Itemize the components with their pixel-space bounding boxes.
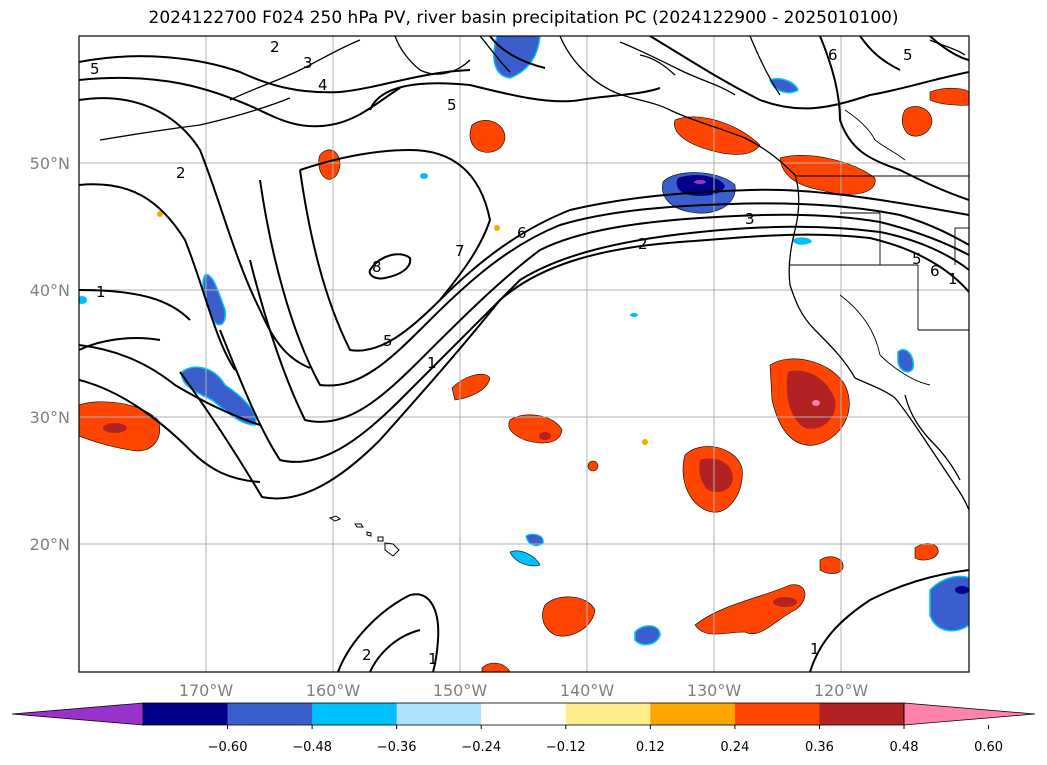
precip-positive-blob bbox=[481, 662, 511, 672]
pv-contours bbox=[79, 36, 969, 672]
lon-label-170w: 170°W bbox=[179, 681, 234, 700]
colorbar-tick-label: 0.60 bbox=[974, 740, 1003, 755]
contour-label: 5 bbox=[90, 60, 100, 78]
precip-negative-blob bbox=[509, 550, 541, 567]
precip-positive-blob bbox=[819, 556, 844, 574]
precip-negative-blob bbox=[897, 348, 914, 373]
precip-shading bbox=[79, 36, 969, 672]
contour-label: 7 bbox=[455, 242, 465, 260]
colorbar-swatch bbox=[650, 703, 736, 725]
colorbar-tick-label: −0.12 bbox=[546, 740, 586, 755]
contour-label: 6 bbox=[828, 46, 838, 64]
colorbar-tick-label: −0.48 bbox=[292, 740, 332, 755]
contour-label: 2 bbox=[362, 646, 372, 664]
lat-label-30n: 30°N bbox=[30, 408, 70, 427]
precip-positive-blob bbox=[542, 596, 596, 637]
lat-label-40n: 40°N bbox=[30, 281, 70, 300]
contour-label: 1 bbox=[427, 354, 437, 372]
contour-label: 1 bbox=[96, 283, 106, 301]
precip-negative-blob bbox=[792, 237, 812, 245]
lat-tick-labels: 50°N 40°N 30°N 20°N bbox=[30, 154, 70, 554]
lon-label-120w: 120°W bbox=[814, 681, 869, 700]
colorbar-swatch bbox=[396, 703, 482, 725]
colorbar-tick-label: −0.24 bbox=[461, 740, 501, 755]
colorbar-tick-label: 0.24 bbox=[720, 740, 749, 755]
colorbar-swatch bbox=[227, 703, 313, 725]
precip-negative-blob bbox=[634, 625, 661, 646]
precip-negative-blob bbox=[929, 575, 969, 632]
colorbar-swatch bbox=[312, 703, 398, 725]
lon-label-160w: 160°W bbox=[306, 681, 361, 700]
colorbar-extend-low bbox=[11, 702, 144, 726]
contour-label: 2 bbox=[270, 38, 280, 56]
contour-label: 5 bbox=[383, 332, 393, 350]
contour-label: 5 bbox=[903, 46, 913, 64]
graticule bbox=[79, 36, 969, 672]
contour-label: 3 bbox=[745, 210, 755, 228]
precip-positive-blob bbox=[901, 106, 933, 137]
precip-positive-blob bbox=[318, 149, 341, 180]
precip-positive-blob bbox=[929, 87, 969, 106]
contour-label: 2 bbox=[638, 235, 648, 253]
precip-positive-blob bbox=[674, 116, 761, 155]
map-title: 2024122700 F024 250 hPa PV, river basin … bbox=[148, 8, 899, 28]
contour-label: 6 bbox=[517, 224, 527, 242]
colorbar-tick-label: 0.36 bbox=[805, 740, 834, 755]
contour-label: 1 bbox=[948, 270, 958, 288]
contour-label: 1 bbox=[428, 650, 438, 668]
map-frame bbox=[78, 35, 970, 673]
colorbar-tick-label: −0.60 bbox=[208, 740, 248, 755]
precip-positive-blob bbox=[469, 120, 506, 153]
contour-label: 4 bbox=[318, 76, 328, 94]
contour-label: 5 bbox=[447, 96, 457, 114]
lat-label-50n: 50°N bbox=[30, 154, 70, 173]
colorbar-swatch bbox=[143, 703, 229, 725]
precip-negative-blob bbox=[181, 366, 257, 426]
contour-label: 3 bbox=[303, 54, 313, 72]
coastlines bbox=[99, 36, 969, 511]
hawaii-islands bbox=[328, 515, 400, 557]
precip-negative-blob bbox=[525, 533, 544, 547]
precip-positive-blob bbox=[694, 584, 806, 635]
colorbar-swatch bbox=[819, 703, 905, 725]
colorbar-tick-label: 0.12 bbox=[636, 740, 665, 755]
colorbar-tick-label: −0.36 bbox=[377, 740, 417, 755]
lon-label-140w: 140°W bbox=[560, 681, 615, 700]
contour-labels: 5 3 2 5 6 5 2 1 8 7 6 5 3 2 1 1 2 1 1 5 … bbox=[90, 38, 958, 668]
contour-label: 5 bbox=[912, 250, 922, 268]
lon-label-130w: 130°W bbox=[687, 681, 742, 700]
colorbar-swatch bbox=[481, 703, 567, 725]
colorbar-swatch bbox=[565, 703, 651, 725]
colorbar-tick-label: 0.48 bbox=[890, 740, 919, 755]
contour-label: 1 bbox=[810, 640, 820, 658]
lon-label-150w: 150°W bbox=[433, 681, 488, 700]
map-area bbox=[79, 36, 969, 672]
lon-tick-labels: 170°W 160°W 150°W 140°W 130°W 120°W bbox=[179, 681, 869, 700]
colorbar-swatch bbox=[734, 703, 820, 725]
precip-positive-blob bbox=[451, 373, 491, 401]
lat-label-20n: 20°N bbox=[30, 535, 70, 554]
colorbar: −0.60 −0.48 −0.36 −0.24 −0.12 0.12 0.24 0.36 0.4… bbox=[11, 702, 1036, 755]
colorbar-extend-high bbox=[903, 702, 1036, 726]
contour-label: 6 bbox=[930, 262, 940, 280]
contour-label: 8 bbox=[372, 258, 382, 276]
colorbar-frame bbox=[142, 702, 905, 726]
contour-label: 2 bbox=[176, 164, 186, 182]
